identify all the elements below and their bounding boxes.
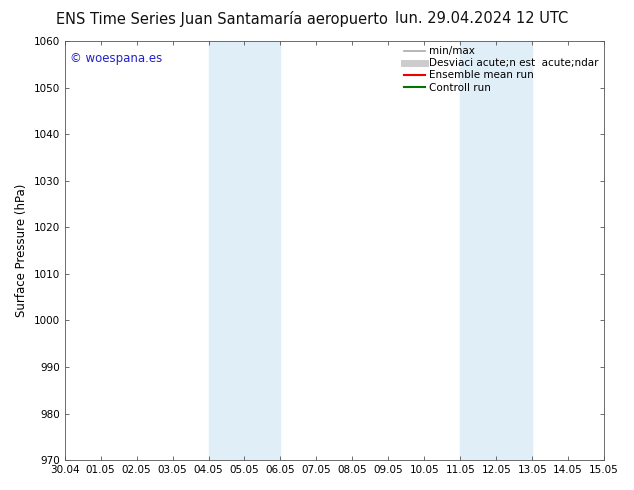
Text: ENS Time Series Juan Santamaría aeropuerto: ENS Time Series Juan Santamaría aeropuer… [56, 11, 388, 27]
Text: lun. 29.04.2024 12 UTC: lun. 29.04.2024 12 UTC [395, 11, 569, 26]
Legend: min/max, Desviaci acute;n est  acute;ndar, Ensemble mean run, Controll run: min/max, Desviaci acute;n est acute;ndar… [403, 44, 601, 95]
Bar [496, 41, 532, 460]
Text: © woespana.es: © woespana.es [70, 51, 162, 65]
Y-axis label: Surface Pressure (hPa): Surface Pressure (hPa) [15, 184, 28, 318]
Bar [245, 41, 280, 460]
Bar [460, 41, 496, 460]
Bar [209, 41, 245, 460]
